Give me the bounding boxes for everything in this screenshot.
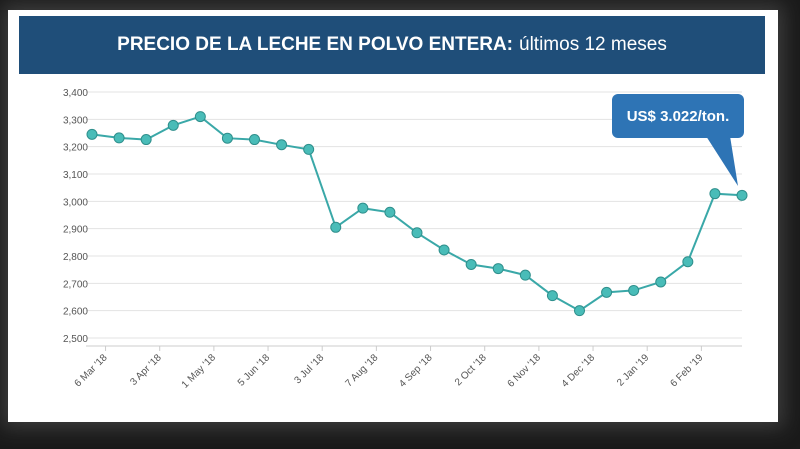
chart-title: PRECIO DE LA LECHE EN POLVO ENTERA: <box>117 34 514 55</box>
data-point <box>113 132 125 144</box>
x-tick-label: 7 Aug '18 <box>343 352 380 389</box>
data-point <box>303 143 315 155</box>
data-point <box>167 119 179 131</box>
data-point <box>357 202 369 214</box>
y-tick-label: 2,600 <box>63 307 88 318</box>
data-point <box>574 305 585 317</box>
data-point <box>465 258 477 270</box>
y-tick-label: 2,800 <box>63 252 88 263</box>
x-tick-label: 6 Feb '19 <box>668 352 705 389</box>
x-tick-label: 4 Sep '18 <box>397 352 435 390</box>
data-point <box>384 206 396 218</box>
y-tick-label: 3,400 <box>63 88 88 99</box>
data-point <box>655 276 667 288</box>
x-tick-label: 4 Dec '18 <box>560 352 598 390</box>
callout-pointer <box>706 136 738 186</box>
data-point <box>249 134 260 146</box>
data-point <box>546 290 558 302</box>
data-point <box>682 256 694 268</box>
x-tick-label: 1 May '18 <box>180 352 219 391</box>
x-tick-label: 2 Oct '18 <box>453 352 489 388</box>
chart-subtitle: últimos 12 meses <box>519 34 667 55</box>
data-point <box>628 284 640 296</box>
y-tick-label: 3,200 <box>63 143 88 154</box>
chart-title-bar: PRECIO DE LA LECHE EN POLVO ENTERA: últi… <box>19 16 765 74</box>
x-tick-label: 2 Jan '19 <box>615 352 652 389</box>
y-tick-label: 3,000 <box>63 197 88 208</box>
data-point <box>601 286 613 298</box>
data-point <box>86 128 98 140</box>
x-tick-label: 6 Mar '18 <box>73 352 110 389</box>
data-point <box>411 227 423 239</box>
data-point <box>221 132 233 144</box>
data-point <box>276 139 288 151</box>
data-point <box>330 221 342 233</box>
y-tick-label: 2,900 <box>63 225 88 236</box>
x-tick-label: 5 Jun '18 <box>236 352 273 389</box>
data-point <box>492 263 504 275</box>
y-tick-label: 2,700 <box>63 279 88 290</box>
data-point <box>736 189 748 201</box>
data-point <box>194 111 206 123</box>
price-callout: US$ 3.022/ton. <box>612 94 744 138</box>
y-tick-label: 3,100 <box>63 170 88 181</box>
y-tick-label: 2,500 <box>63 334 88 345</box>
x-tick-label: 3 Jul '18 <box>292 352 326 386</box>
data-point <box>140 134 152 146</box>
x-tick-label: 3 Apr '18 <box>128 352 164 388</box>
series-line <box>91 115 743 312</box>
data-point <box>438 244 450 256</box>
data-point <box>519 269 531 281</box>
data-point <box>709 188 721 200</box>
y-tick-label: 3,300 <box>63 115 88 126</box>
x-tick-label: 6 Nov '18 <box>506 352 544 390</box>
